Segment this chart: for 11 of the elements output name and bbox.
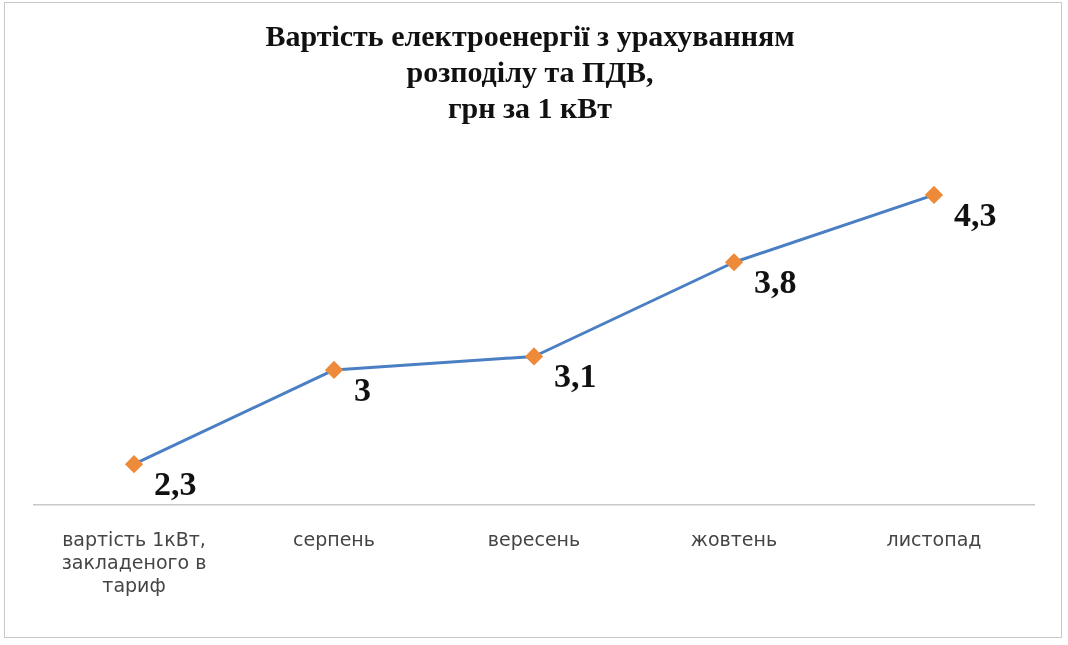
data-label: 3,8	[754, 263, 797, 301]
x-tick-label: жовтень	[690, 527, 778, 550]
x-tick-label: серпень	[293, 527, 375, 550]
x-tick-label: вересень	[487, 527, 581, 550]
x-tick-label: вартість 1кВт, закладеного в тариф	[61, 527, 207, 596]
chart-title: Вартість електроенергії з урахуванням розподілу та ПДВ, грн за 1 кВт	[265, 18, 795, 124]
x-tick-label: листопад	[886, 527, 982, 550]
data-label: 3	[354, 370, 371, 408]
data-label: 3,1	[554, 357, 597, 395]
data-label: 2,3	[154, 464, 197, 502]
data-label: 4,3	[954, 195, 997, 233]
